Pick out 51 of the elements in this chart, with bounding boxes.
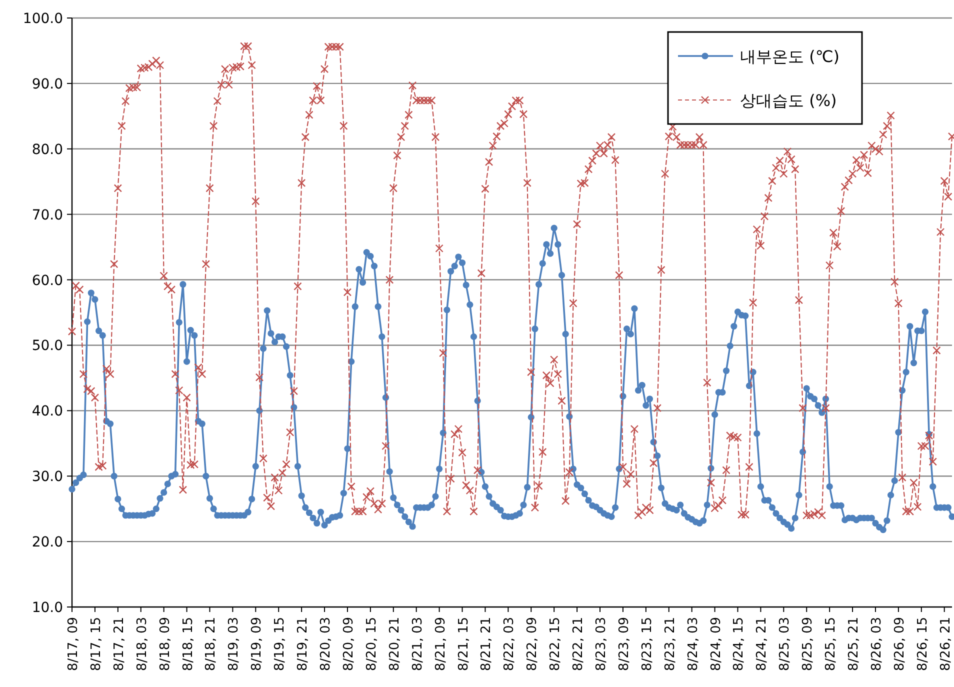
x-tick-label: 8/25, 15 <box>824 617 839 671</box>
legend-label: 내부온도 (℃) <box>740 47 840 66</box>
x-tick-label: 8/19, 03 <box>226 617 242 671</box>
x-tick-label: 8/20, 21 <box>387 617 402 671</box>
x-tick-label: 8/19, 15 <box>272 617 288 671</box>
x-tick-label: 8/18, 03 <box>134 617 150 671</box>
y-tick-label: 100.0 <box>22 11 63 27</box>
x-tick-label: 8/24, 03 <box>686 617 701 671</box>
x-tick-label: 8/20, 03 <box>318 617 334 671</box>
x-tick-label: 8/19, 21 <box>296 617 311 671</box>
x-tick-label: 8/25, 09 <box>800 617 816 671</box>
x-tick-label: 8/21, 21 <box>479 617 494 671</box>
y-tick-label: 20.0 <box>32 534 63 551</box>
y-tick-label: 40.0 <box>32 404 63 420</box>
x-tick-label: 8/26, 15 <box>915 617 930 671</box>
x-tick-label: 8/26, 09 <box>892 617 908 671</box>
x-tick-label: 8/22, 03 <box>502 617 518 671</box>
x-tick-label: 8/17, 21 <box>112 617 127 671</box>
x-tick-label: 8/26, 03 <box>869 617 884 671</box>
x-tick-label: 8/24, 09 <box>708 617 724 671</box>
x-tick-label: 8/18, 09 <box>158 617 173 671</box>
x-tick-label: 8/24, 21 <box>754 617 770 671</box>
x-tick-label: 8/20, 09 <box>341 617 356 671</box>
x-tick-label: 8/22, 09 <box>525 617 540 671</box>
x-tick-label: 8/18, 21 <box>204 617 219 671</box>
y-tick-label: 80.0 <box>32 142 63 158</box>
x-tick-label: 8/20, 15 <box>364 617 380 671</box>
x-tick-label: 8/23, 09 <box>616 617 632 671</box>
x-tick-label: 8/22, 21 <box>571 617 586 671</box>
y-tick-label: 60.0 <box>32 272 63 289</box>
legend-label: 상대습도 (%) <box>740 91 837 110</box>
x-tick-label: 8/18, 15 <box>180 617 196 671</box>
x-tick-label: 8/21, 03 <box>410 617 426 671</box>
x-tick-label: 8/21, 09 <box>433 617 448 671</box>
y-tick-label: 30.0 <box>32 469 63 486</box>
x-tick-label: 8/24, 15 <box>732 617 747 671</box>
x-tick-label: 8/25, 03 <box>778 617 793 671</box>
x-tick-label: 8/23, 03 <box>594 617 609 671</box>
y-tick-label: 10.0 <box>32 600 63 616</box>
x-tick-label: 8/21, 15 <box>456 617 472 671</box>
y-tick-label: 90.0 <box>32 76 63 92</box>
x-tick-label: 8/26, 21 <box>938 617 954 671</box>
y-tick-label: 70.0 <box>32 207 63 224</box>
x-tick-label: 8/17, 15 <box>88 617 104 671</box>
x-tick-label: 8/23, 15 <box>640 617 655 671</box>
y-tick-label: 50.0 <box>32 338 63 354</box>
x-tick-label: 8/17, 09 <box>66 617 81 671</box>
x-tick-label: 8/25, 21 <box>846 617 862 671</box>
x-tick-label: 8/22, 15 <box>548 617 564 671</box>
x-tick-label: 8/23, 21 <box>662 617 678 671</box>
x-tick-label: 8/19, 09 <box>250 617 265 671</box>
